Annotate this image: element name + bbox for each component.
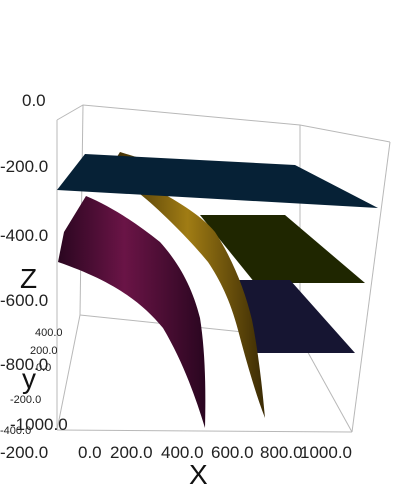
x-tick-label: 200.0 bbox=[110, 443, 153, 462]
x-tick-label: 0.0 bbox=[78, 443, 102, 462]
z-tick-label: -1000.0 bbox=[10, 415, 68, 434]
y-tick-label: 400.0 bbox=[35, 327, 63, 339]
y-tick-labels: 400.0 200.0 0.0 -200.0 -400.0 bbox=[0, 327, 63, 437]
surface-magenta bbox=[58, 196, 206, 428]
y-tick-label: -200.0 bbox=[10, 394, 41, 406]
x-tick-label: 1000.0 bbox=[300, 443, 352, 462]
x-tick-label: 600.0 bbox=[211, 443, 254, 462]
y-axis-label: y bbox=[22, 363, 36, 394]
x-tick-labels: -200.0 0.0 200.0 400.0 600.0 800.0 1000.… bbox=[0, 443, 352, 462]
z-tick-labels: 0.0 -200.0 -400.0 -600.0 -800.0 -1000.0 bbox=[0, 91, 68, 434]
x-tick-label: 800.0 bbox=[260, 443, 303, 462]
plane-middle bbox=[200, 215, 365, 283]
z-tick-label: -800.0 bbox=[0, 355, 48, 374]
y-tick-label: -400.0 bbox=[0, 425, 31, 437]
z-axis-label: Z bbox=[20, 263, 37, 294]
y-tick-label: 0.0 bbox=[36, 362, 51, 374]
z-tick-label: 0.0 bbox=[22, 91, 46, 110]
plane-top bbox=[57, 154, 378, 208]
z-tick-label: -600.0 bbox=[0, 291, 48, 310]
plane-bottom bbox=[225, 280, 355, 353]
x-tick-label: 400.0 bbox=[161, 443, 204, 462]
z-tick-label: -400.0 bbox=[0, 226, 48, 245]
x-axis-label: X bbox=[189, 459, 208, 490]
y-tick-label: 200.0 bbox=[30, 345, 58, 357]
x-tick-label: -200.0 bbox=[0, 443, 48, 462]
z-tick-label: -200.0 bbox=[0, 157, 48, 176]
